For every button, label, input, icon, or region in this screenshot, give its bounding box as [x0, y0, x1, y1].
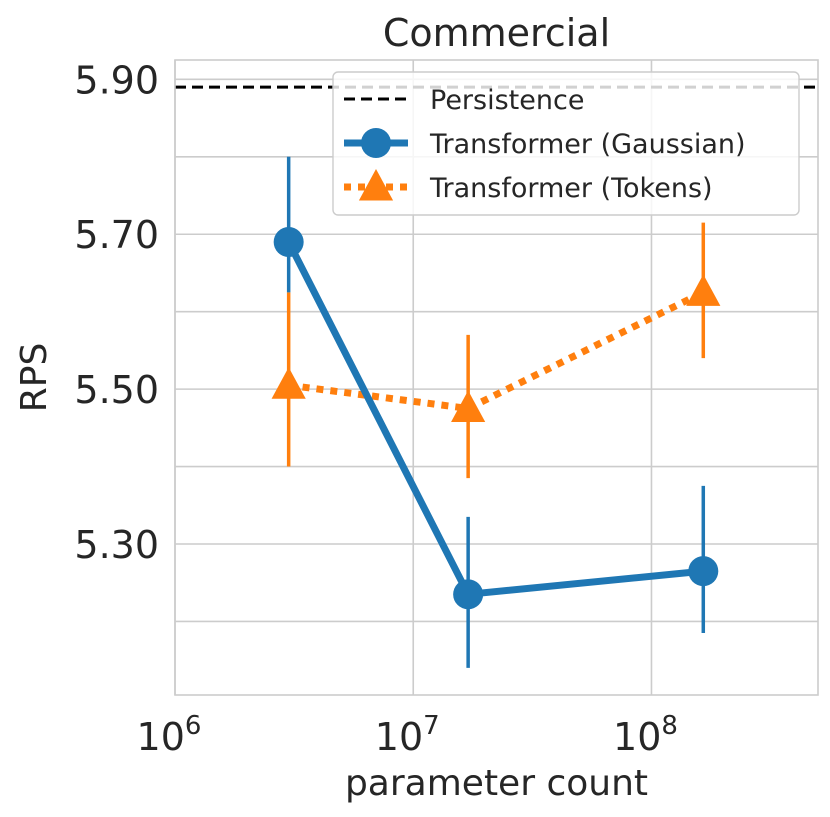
- series-tokens: [271, 222, 721, 479]
- series-line: [288, 289, 705, 412]
- y-tick-label: 5.90: [74, 58, 159, 102]
- tick-labels: 5.30 5.50 5.70 5.90 106 107 108: [74, 58, 678, 759]
- legend-item: Transformer (Tokens): [344, 169, 713, 204]
- legend-item: Transformer (Gaussian): [344, 128, 746, 160]
- y-tick-label: 5.70: [74, 213, 159, 257]
- data-point: [453, 579, 484, 610]
- x-tick-label: 107: [375, 711, 440, 759]
- series-layer: [271, 156, 721, 668]
- legend: Persistence Transformer (Gaussian) Transfo…: [332, 71, 800, 216]
- legend-box: [332, 71, 800, 216]
- y-tick-label: 5.50: [74, 368, 159, 412]
- plot-frame: [174, 59, 819, 696]
- data-point: [273, 226, 304, 257]
- legend-label: Persistence: [430, 85, 584, 116]
- legend-label: Transformer (Tokens): [429, 173, 713, 204]
- legend-item: Persistence: [344, 85, 584, 116]
- x-tick-label: 108: [613, 711, 678, 759]
- y-axis-label: RPS: [14, 343, 55, 413]
- legend-marker: [358, 169, 394, 201]
- x-tick-label: 106: [137, 711, 202, 759]
- legend-label: Transformer (Gaussian): [429, 129, 746, 160]
- x-axis-label: parameter count: [345, 763, 648, 804]
- legend-marker: [361, 128, 391, 158]
- data-point: [688, 556, 719, 587]
- data-point: [271, 367, 306, 399]
- chart-title: Commercial: [383, 11, 610, 55]
- y-tick-label: 5.30: [74, 523, 159, 567]
- data-point: [451, 390, 486, 422]
- series-gaussian: [273, 156, 719, 668]
- data-point: [686, 274, 721, 306]
- series-line: [285, 240, 704, 598]
